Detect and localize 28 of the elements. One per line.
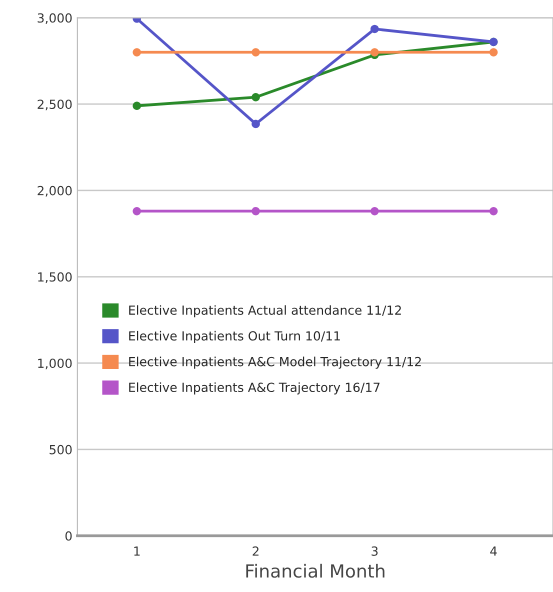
y-tick-label: 1,000: [38, 358, 72, 370]
legend-label: Elective Inpatients A&C Trajectory 16/17: [129, 382, 380, 394]
y-tick-label: 2,000: [38, 186, 72, 197]
y-tick-label: 500: [50, 444, 72, 454]
x-tick-label: 4: [490, 546, 497, 556]
point: [370, 48, 379, 56]
legend-label: Elective Inpatients Actual attendance 11/12: [129, 305, 401, 318]
legend-label: Elective Inpatients A&C Model Trajectory 11/12: [129, 356, 421, 369]
point: [252, 120, 260, 128]
point: [370, 206, 379, 216]
y-tick-label: 3,000: [38, 13, 72, 24]
x-axis-title: Financial Month: [246, 564, 384, 578]
point: [132, 48, 142, 56]
y-tick-label: 1,500: [38, 272, 72, 283]
point: [370, 24, 379, 34]
point: [132, 206, 142, 216]
point: [252, 48, 260, 56]
x-tick-label: 2: [252, 546, 258, 556]
point: [252, 206, 260, 216]
x-tick-label: 1: [134, 546, 140, 556]
point: [489, 48, 498, 56]
point: [252, 93, 260, 102]
legend-label: Elective Inpatients Out Turn 10/11: [129, 330, 340, 344]
point: [132, 102, 142, 110]
point: [489, 206, 498, 216]
y-tick-label: 0: [65, 531, 72, 541]
y-tick-label: 2,500: [38, 100, 72, 110]
x-tick-label: 3: [372, 546, 378, 556]
